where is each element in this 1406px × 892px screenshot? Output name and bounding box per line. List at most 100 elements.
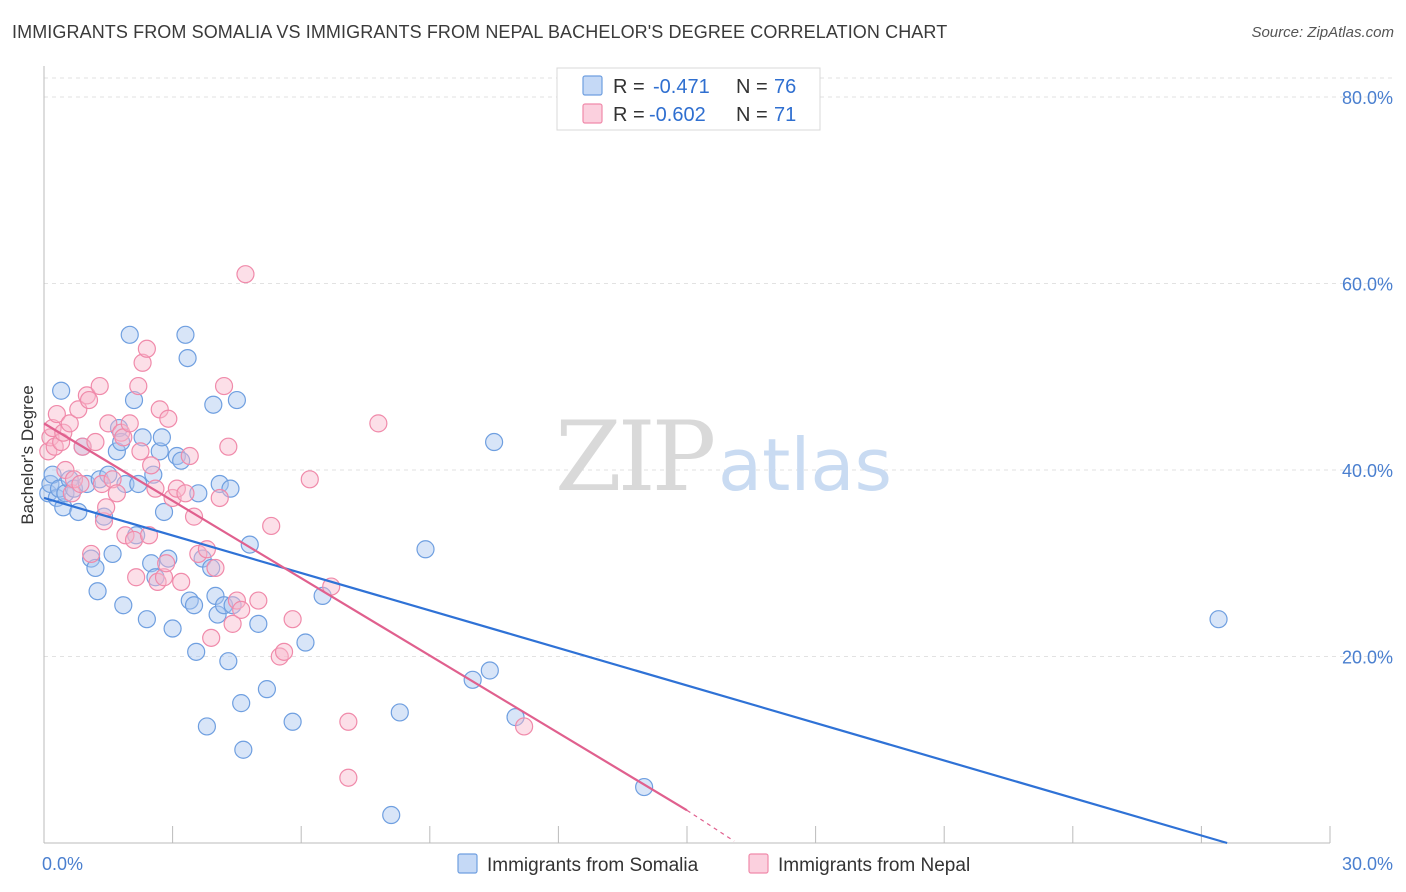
somalia-point	[187, 642, 206, 661]
y-tick-labels: 80.0% 60.0% 40.0% 20.0%	[1342, 88, 1393, 668]
somalia-point	[60, 470, 79, 489]
bottom-legend-swatch-nepal	[748, 853, 769, 874]
somalia-point	[124, 390, 144, 410]
somalia-point	[56, 484, 75, 503]
nepal-point	[232, 600, 251, 619]
series-legend: Immigrants from Somalia Immigrants from …	[457, 853, 970, 876]
somalia-point	[390, 703, 409, 722]
somalia-point	[204, 395, 223, 414]
nepal-point	[129, 376, 148, 396]
stats-legend: R = -0.471 N = 76 R = -0.602 N = 71	[556, 67, 821, 131]
somalia-point	[120, 325, 139, 344]
legend-nepal-r-label: R =	[613, 104, 645, 126]
somalia-point	[150, 442, 169, 461]
trend-line-somalia	[43, 496, 1228, 845]
somalia-point	[184, 596, 204, 615]
gridlines	[44, 77, 1392, 657]
nepal-point	[167, 479, 186, 498]
somalia-point	[154, 502, 174, 522]
legend-somalia-r-value: -0.471	[653, 76, 710, 98]
somalia-point	[219, 652, 238, 671]
y-tick-label: 20.0%	[1342, 648, 1393, 668]
nepal-point	[172, 572, 191, 592]
legend-somalia-r-label: R =	[613, 76, 645, 98]
x-tick-label-min: 0.0%	[42, 854, 83, 874]
nepal-point	[77, 386, 96, 405]
somalia-point	[142, 554, 161, 573]
nepal-point	[124, 530, 144, 550]
nepal-point	[137, 339, 156, 358]
bottom-legend-swatch-somalia	[457, 853, 478, 874]
somalia-point	[114, 596, 133, 615]
nepal-point	[515, 717, 534, 736]
somalia-point	[172, 451, 191, 470]
trend-line-nepal-extension	[686, 809, 735, 842]
somalia-point	[178, 349, 197, 368]
somalia-point	[234, 740, 253, 759]
watermark: ZIP atlas	[555, 401, 892, 513]
somalia-point	[197, 717, 216, 736]
somalia-point	[88, 582, 107, 601]
somalia-point	[109, 418, 129, 438]
somalia-point	[86, 558, 105, 578]
series-somalia-points	[39, 325, 1228, 825]
legend-nepal-n-value: 71	[774, 104, 796, 126]
nepal-point	[202, 628, 221, 647]
nepal-point	[127, 568, 146, 587]
x-tick-label-max: 30.0%	[1342, 854, 1393, 874]
nepal-point	[139, 526, 159, 545]
nepal-point	[274, 642, 294, 661]
legend-swatch-somalia	[582, 75, 603, 96]
nepal-point	[206, 558, 225, 578]
nepal-point	[120, 414, 139, 433]
nepal-point	[154, 568, 174, 587]
nepal-point	[86, 432, 105, 452]
nepal-point	[92, 474, 111, 494]
somalia-point	[210, 474, 229, 494]
somalia-point	[208, 605, 227, 624]
nepal-point	[189, 544, 208, 564]
nepal-point	[142, 456, 161, 475]
x-tick-labels: 0.0% 30.0%	[42, 854, 1393, 874]
somalia-point	[480, 661, 499, 680]
series-nepal-points	[39, 265, 534, 787]
somalia-point	[257, 680, 277, 699]
nepal-point	[176, 484, 195, 503]
nepal-point	[262, 516, 281, 536]
nepal-point	[339, 712, 358, 731]
watermark-zip: ZIP	[555, 401, 714, 513]
nepal-point	[157, 554, 176, 573]
y-tick-label: 40.0%	[1342, 461, 1393, 481]
nepal-point	[283, 610, 302, 629]
watermark-atlas: atlas	[718, 423, 892, 507]
somalia-point	[52, 381, 71, 400]
somalia-point	[416, 540, 435, 559]
nepal-point	[79, 390, 99, 410]
nepal-point	[116, 526, 135, 545]
somalia-point	[202, 558, 221, 578]
nepal-point	[369, 414, 388, 433]
trend-lines	[43, 422, 1228, 845]
nepal-point	[133, 353, 152, 372]
somalia-point	[103, 544, 122, 564]
somalia-point	[112, 432, 131, 452]
legend-somalia-n-value: 76	[774, 76, 796, 98]
axes	[43, 66, 1331, 844]
somalia-point	[1209, 610, 1228, 629]
nepal-point	[131, 442, 150, 461]
somalia-point	[232, 694, 251, 713]
y-tick-label: 80.0%	[1342, 88, 1393, 108]
nepal-point	[60, 414, 79, 433]
chart-title: IMMIGRANTS FROM SOMALIA VS IMMIGRANTS FR…	[12, 22, 948, 42]
somalia-point	[283, 712, 302, 731]
somalia-point	[82, 549, 101, 568]
nepal-point	[300, 470, 319, 489]
nepal-point	[107, 484, 126, 503]
nepal-point	[236, 265, 255, 284]
nepal-point	[90, 376, 109, 396]
source-label: Source: ZipAtlas.com	[1251, 24, 1394, 41]
nepal-point	[339, 768, 358, 787]
legend-swatch-nepal	[582, 103, 603, 124]
nepal-point	[180, 446, 199, 466]
legend-somalia-n-label: N =	[736, 76, 768, 98]
